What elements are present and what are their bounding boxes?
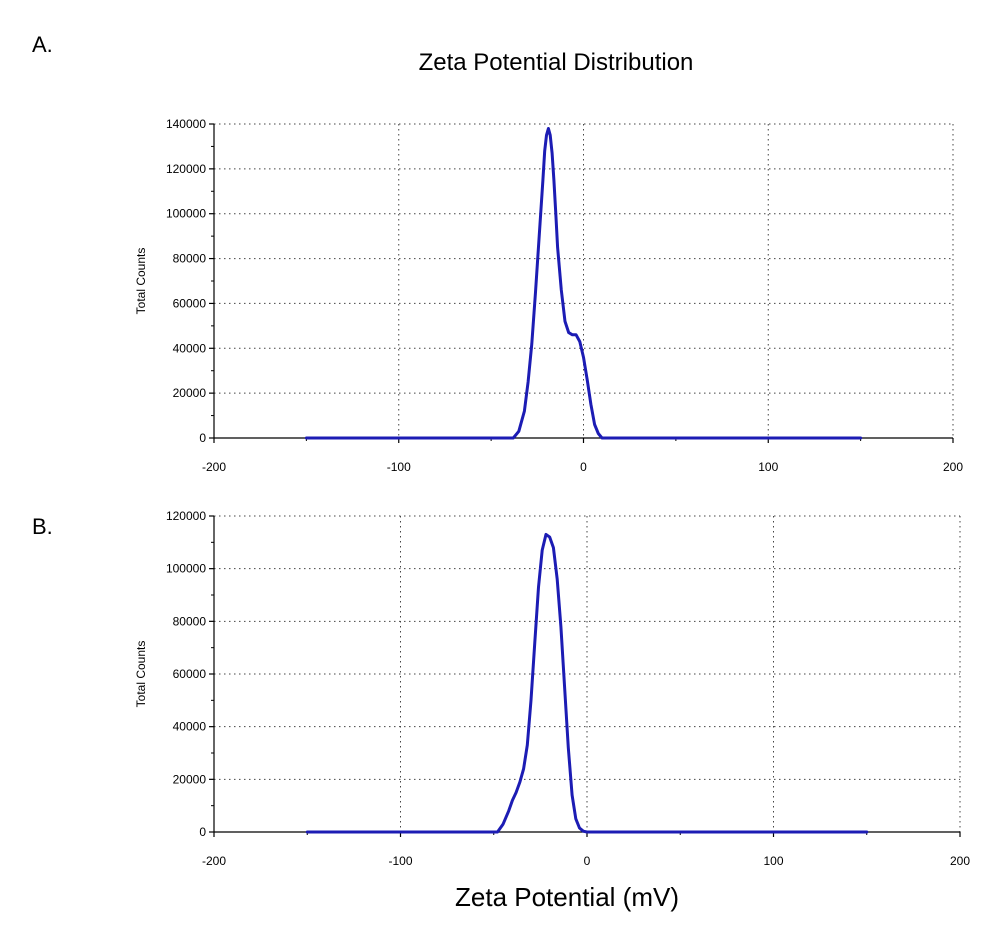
y-tick-label: 100000 — [166, 562, 206, 576]
series-line-a — [304, 127, 863, 440]
x-tick-label: -100 — [388, 854, 412, 868]
x-tick-label: 200 — [943, 460, 963, 474]
y-axis-title-a: Total Counts — [134, 248, 148, 315]
y-tick-label: 20000 — [173, 386, 207, 400]
x-tick-label: -200 — [202, 854, 226, 868]
y-tick-label: 140000 — [166, 117, 206, 131]
y-tick-label: 0 — [199, 825, 206, 839]
y-tick-label: 40000 — [173, 341, 207, 355]
grid-lines-b — [214, 515, 961, 832]
y-tick-label: 120000 — [166, 509, 206, 523]
y-tick-label: 0 — [199, 431, 206, 445]
panel-a-label: A. — [32, 32, 53, 57]
x-axis-title: Zeta Potential (mV) — [455, 882, 679, 912]
x-tick-label: 0 — [580, 460, 587, 474]
y-tick-label: 80000 — [173, 614, 207, 628]
y-tick-label: 120000 — [166, 162, 206, 176]
grid-lines-a — [214, 123, 954, 438]
panel-b-label: B. — [32, 514, 53, 539]
x-tick-label: 0 — [584, 854, 591, 868]
y-axis-title-b: Total Counts — [134, 641, 148, 708]
chart-panel-b: 0 20000 40000 60000 80000 100000 120000 -200 -10… — [134, 509, 970, 868]
x-tick-label: 100 — [763, 854, 783, 868]
y-tick-label: 40000 — [173, 720, 207, 734]
y-tick-label: 60000 — [173, 296, 207, 310]
y-tick-label: 20000 — [173, 772, 207, 786]
chart-panel-a: 0 20000 40000 60000 80000 100000 120000 140000 -… — [134, 117, 963, 474]
figure-title: Zeta Potential Distribution — [419, 49, 694, 76]
x-tick-label: -100 — [387, 460, 411, 474]
series-line-b — [305, 532, 869, 834]
y-tick-label: 100000 — [166, 207, 206, 221]
y-tick-label: 80000 — [173, 252, 207, 266]
x-tick-label: 100 — [758, 460, 778, 474]
y-tick-label: 60000 — [173, 667, 207, 681]
x-tick-label: 200 — [950, 854, 970, 868]
x-tick-label: -200 — [202, 460, 226, 474]
